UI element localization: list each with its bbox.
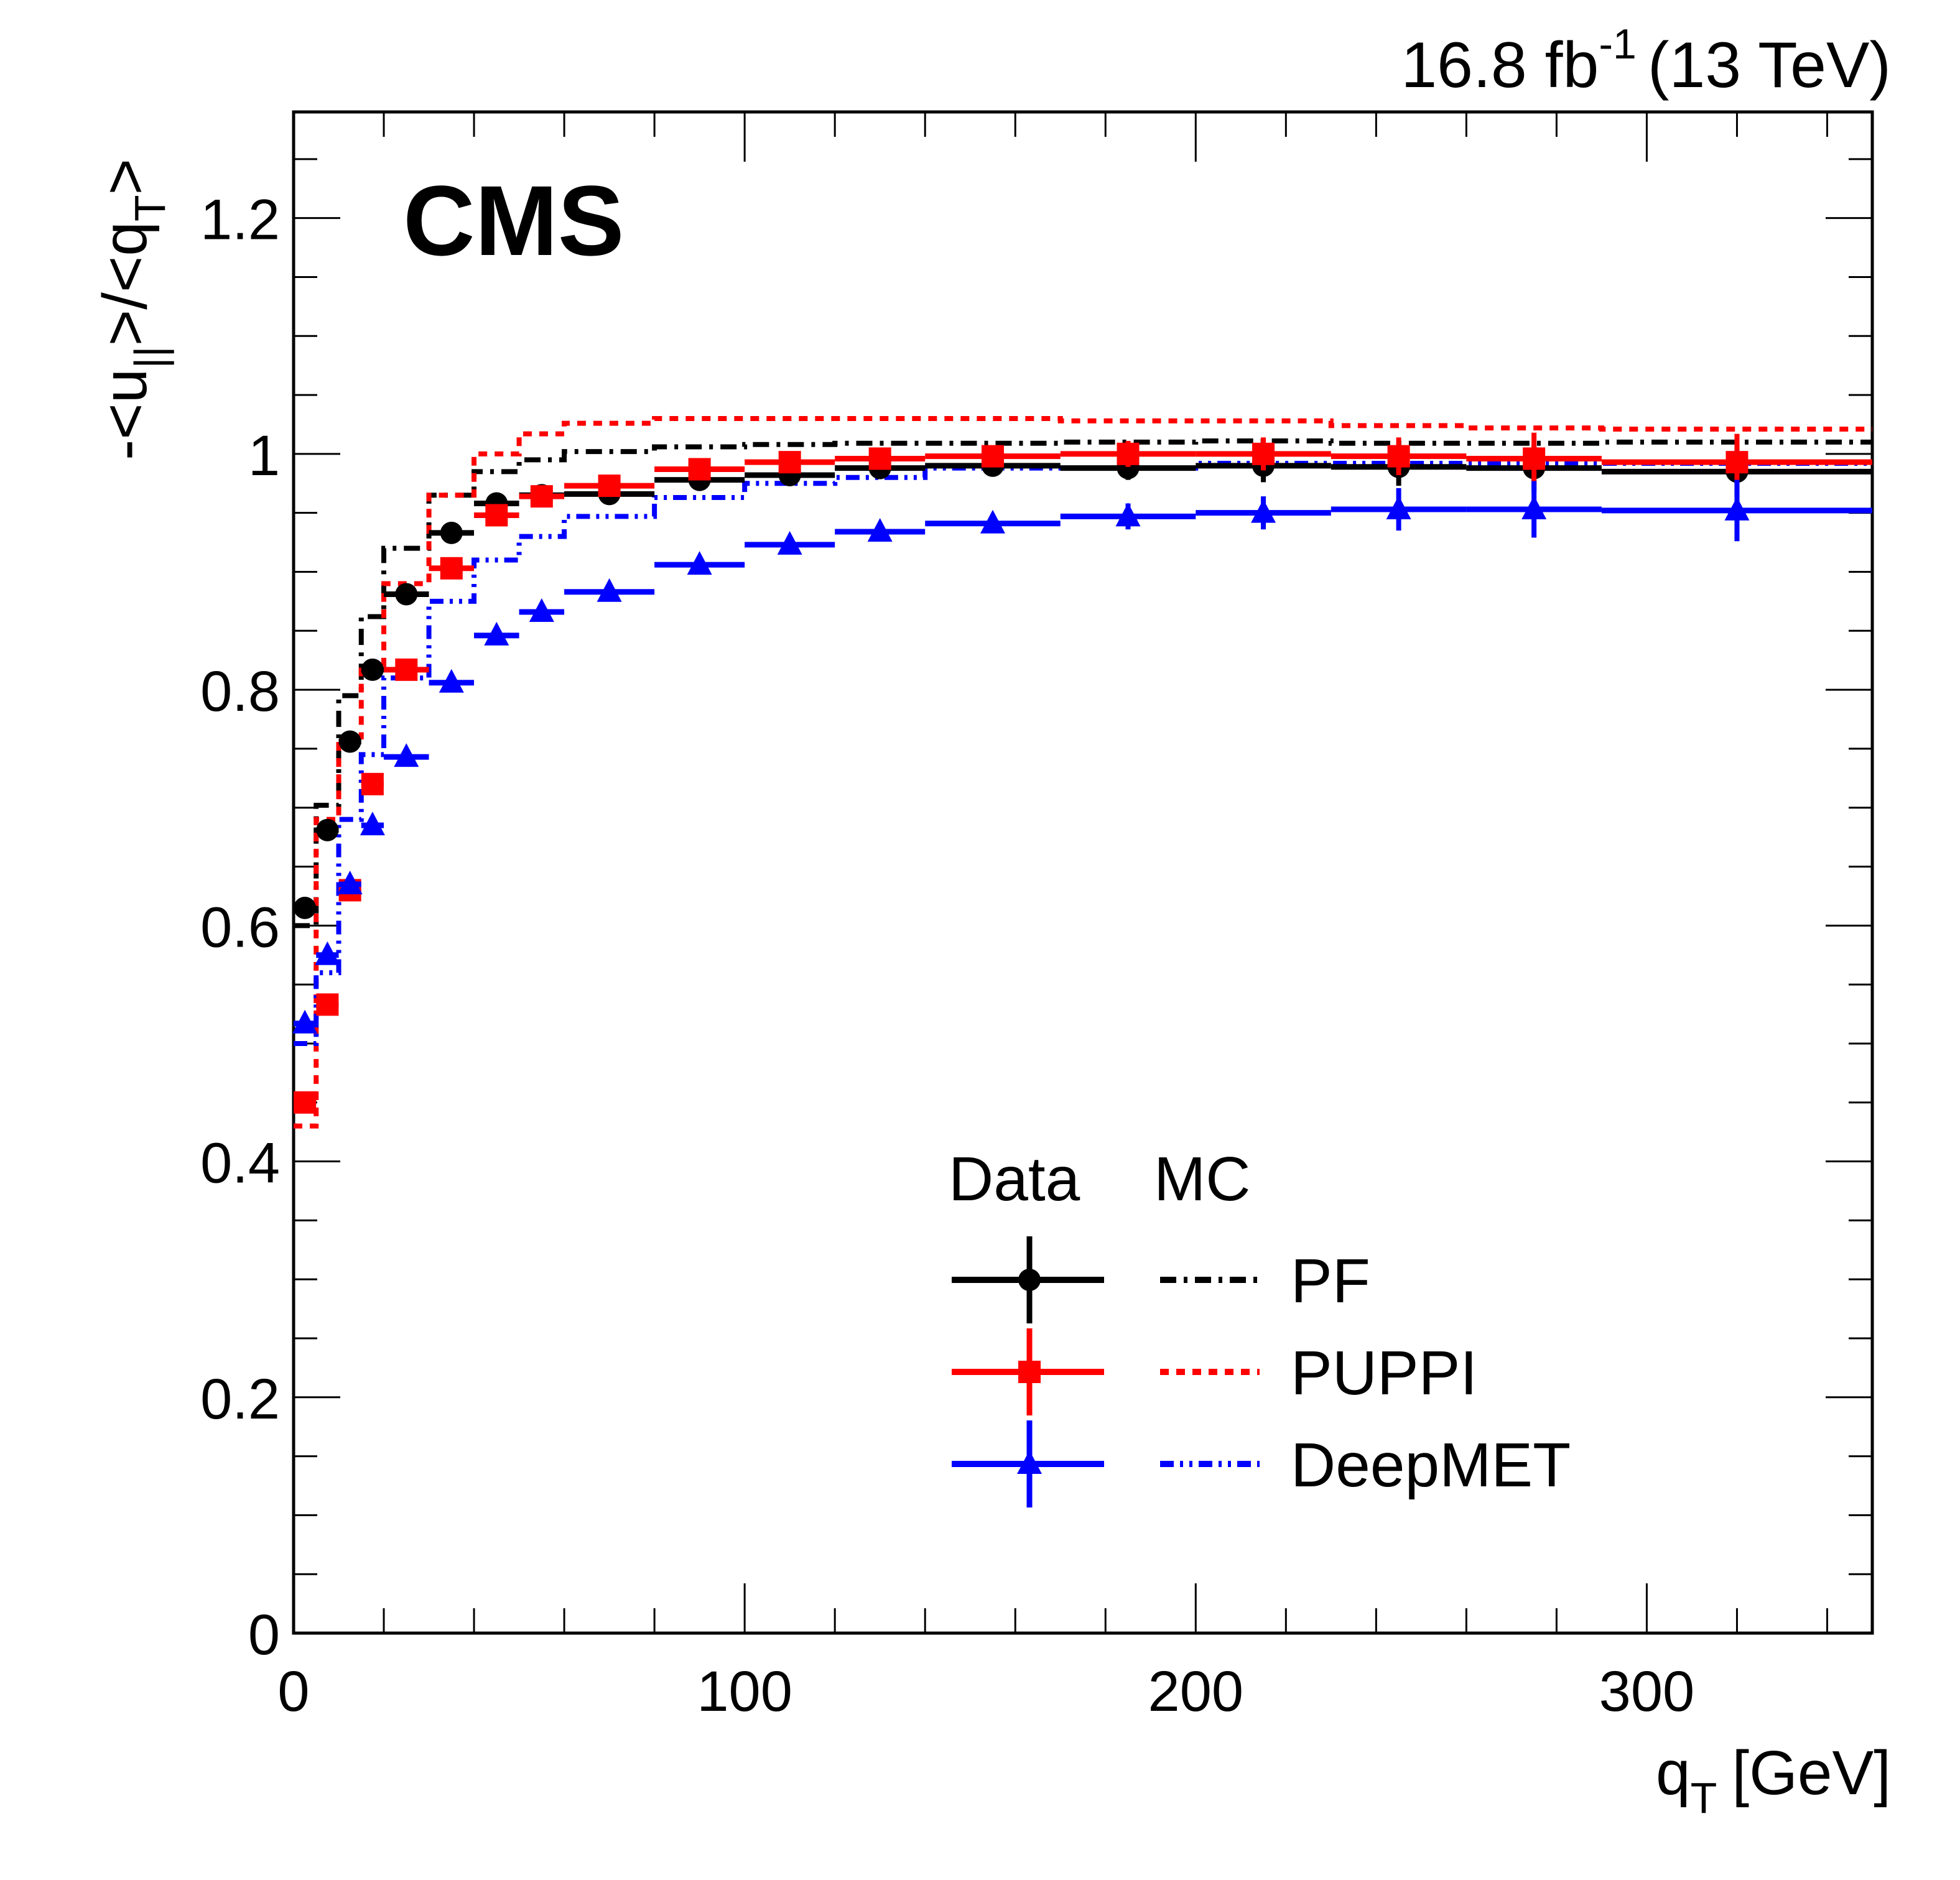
legend-label: DeepMET — [1291, 1430, 1571, 1500]
data-point — [687, 551, 712, 575]
x-tick-label: 200 — [1148, 1660, 1244, 1723]
legend-entry-puppi: PUPPI — [952, 1328, 1477, 1415]
data-series-deepmet — [292, 479, 1872, 1034]
data-point — [1252, 442, 1275, 465]
y-tick-label: 0.2 — [200, 1368, 280, 1431]
lumi-label: 16.8 fb-1 (13 TeV) — [1401, 21, 1891, 101]
data-point — [598, 475, 621, 498]
x-tick-label: 0 — [277, 1660, 309, 1723]
legend: Data MC PF PUPPI DeepMET — [949, 1144, 1571, 1507]
data-point — [360, 812, 385, 836]
data-point — [597, 578, 622, 602]
legend-entry-deepmet: DeepMET — [952, 1420, 1571, 1507]
legend-marker — [1018, 1361, 1041, 1383]
data-point — [316, 993, 339, 1016]
data-point — [868, 447, 891, 470]
legend-label: PF — [1291, 1246, 1370, 1316]
plot-area — [292, 415, 1872, 1129]
data-point — [294, 1091, 317, 1114]
y-axis-title: -<u||>/<qT> — [90, 159, 174, 460]
data-point — [867, 518, 893, 542]
data-point — [361, 772, 384, 795]
data-point — [981, 445, 1004, 468]
legend-marker — [1018, 1269, 1041, 1291]
data-point — [1115, 502, 1141, 527]
axes: 0 100 200 300 0 0.2 0.4 0.6 0.8 1 1.2 — [200, 110, 1874, 1723]
data-point — [395, 583, 418, 606]
data-point — [777, 530, 802, 555]
data-point — [1521, 495, 1547, 519]
data-point — [980, 509, 1005, 534]
data-point — [440, 557, 463, 580]
y-tick-label: 0.6 — [200, 896, 280, 959]
data-point — [337, 870, 363, 894]
data-point — [484, 621, 509, 646]
legend-header-mc: MC — [1154, 1144, 1251, 1214]
x-tick-label: 100 — [697, 1660, 792, 1723]
data-point — [530, 485, 553, 508]
data-point — [292, 1009, 318, 1034]
x-axis-title: qT [GeV] — [1656, 1738, 1891, 1822]
data-point — [315, 941, 340, 965]
data-point — [1523, 447, 1546, 470]
cms-label: CMS — [403, 165, 625, 276]
data-point — [439, 669, 464, 693]
data-point — [1724, 496, 1750, 521]
x-tick-label: 300 — [1599, 1660, 1695, 1723]
data-point — [485, 504, 508, 527]
data-point — [338, 730, 361, 753]
data-point — [778, 451, 801, 474]
data-point — [361, 658, 384, 681]
plot-frame — [292, 110, 1874, 1635]
legend-marker — [1017, 1450, 1042, 1474]
data-point — [1387, 445, 1410, 468]
y-tick-label: 0.8 — [200, 660, 280, 723]
y-tick-label: 1.2 — [200, 188, 280, 252]
data-point — [529, 598, 554, 622]
data-point — [1386, 495, 1411, 519]
data-point — [394, 743, 419, 767]
data-point — [395, 658, 418, 681]
data-series-puppi — [294, 432, 1872, 1114]
legend-entry-pf: PF — [952, 1236, 1370, 1323]
data-point — [316, 818, 339, 841]
data-point — [294, 896, 317, 919]
legend-label: PUPPI — [1291, 1338, 1477, 1408]
mc-line-puppi — [294, 415, 1872, 1129]
data-point — [440, 521, 463, 544]
data-point — [1117, 442, 1140, 465]
y-tick-label: 0.4 — [200, 1132, 280, 1195]
data-point — [1251, 499, 1276, 523]
y-tick-label: 1 — [248, 424, 280, 488]
mc-line-deepmet — [294, 461, 1872, 1046]
data-point — [688, 458, 711, 481]
legend-header-data: Data — [949, 1144, 1080, 1214]
data-point — [1725, 451, 1749, 474]
y-tick-label: 0 — [248, 1603, 280, 1667]
